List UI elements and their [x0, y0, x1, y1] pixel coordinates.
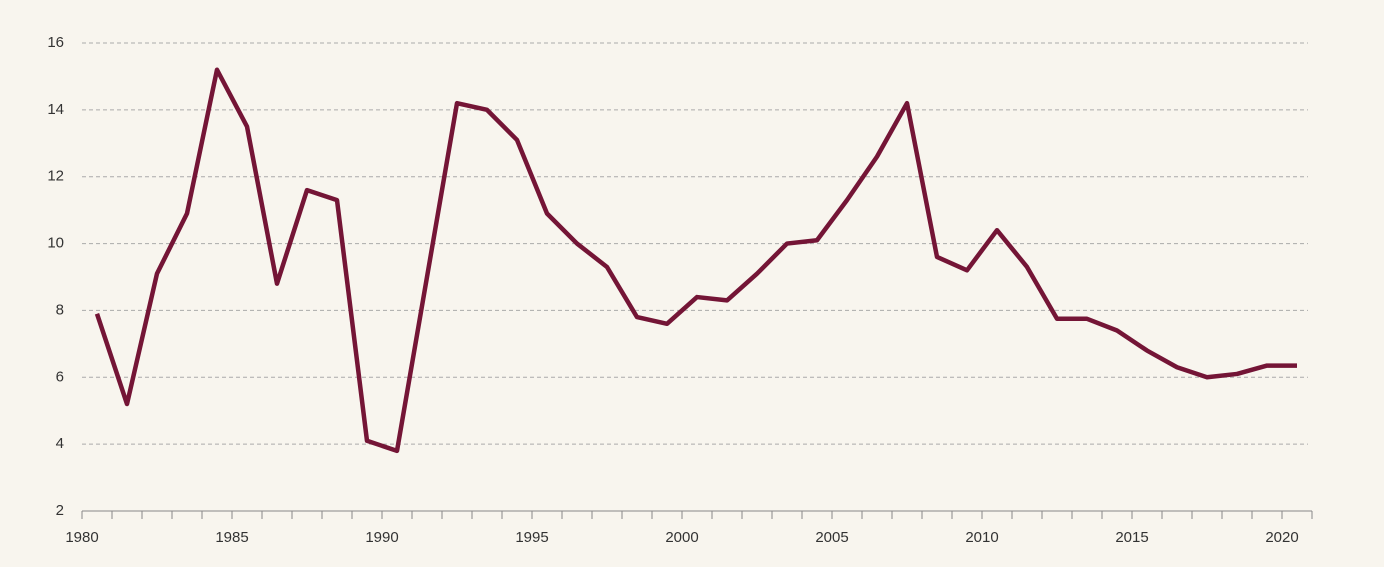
x-tick-label: 1990: [365, 529, 398, 546]
x-tick-label: 2020: [1265, 529, 1298, 546]
x-tick-label: 1980: [65, 529, 98, 546]
y-tick-label: 14: [47, 101, 64, 118]
x-tick-label: 1985: [215, 529, 248, 546]
x-tick-label: 2005: [815, 529, 848, 546]
data-line: [94, 67, 1297, 454]
y-tick-label: 2: [56, 502, 64, 519]
x-tick-label: 2000: [665, 529, 698, 546]
y-tick-label: 10: [47, 235, 64, 252]
y-tick-label: 6: [56, 368, 64, 385]
x-tick-label: 2015: [1115, 529, 1148, 546]
y-tick-label: 12: [47, 168, 64, 185]
y-tick-label: 8: [56, 301, 64, 318]
x-tick-label: 2010: [965, 529, 998, 546]
x-tick-label: 1995: [515, 529, 548, 546]
y-tick-label: 16: [47, 34, 64, 51]
y-tick-label: 4: [56, 435, 64, 452]
